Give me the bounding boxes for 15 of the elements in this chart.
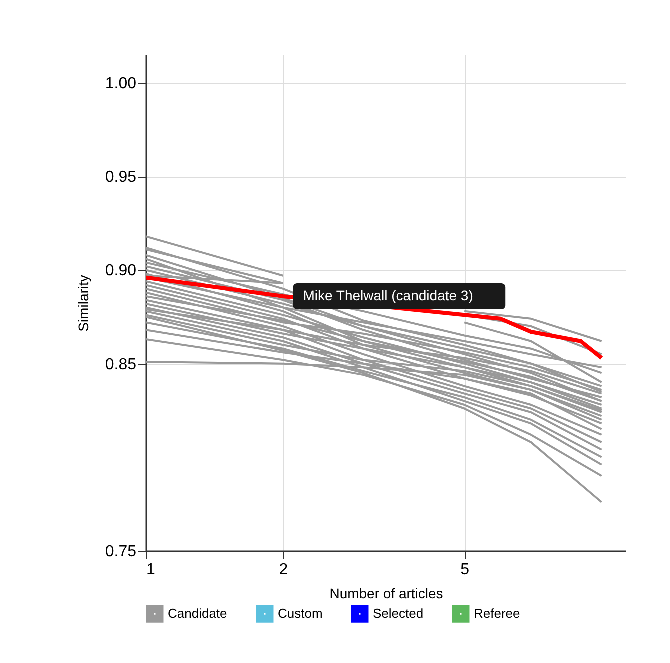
annotation: Mike Thelwall (candidate 3) [303,287,474,304]
x-tick-label: 2 [279,562,288,578]
y-tick-label: 0.85 [105,356,137,374]
legend-label: Candidate [168,606,228,622]
x-axis-title: Number of articles [330,586,444,602]
y-tick-label: 0.75 [105,544,137,560]
x-tick-label: 5 [460,562,470,578]
x-tick-label: 1 [146,562,156,578]
y-tick-label: 0.95 [105,169,137,186]
y-axis-title: Similarity [75,275,92,332]
y-tick-label: 1.00 [105,76,137,93]
y-tick-label: 0.90 [105,262,137,280]
legend-label: Referee [474,606,520,622]
legend-label: Custom [278,606,323,622]
legend-label: Selected [373,606,424,622]
